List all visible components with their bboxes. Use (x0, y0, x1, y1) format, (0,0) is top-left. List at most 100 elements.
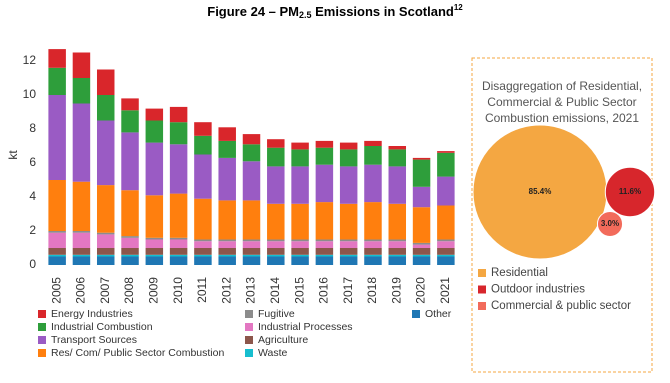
bar-segment (339, 166, 358, 204)
legend-swatch (478, 269, 486, 277)
bar-segment (194, 256, 212, 265)
bar-segment (315, 248, 334, 255)
bubble (604, 166, 656, 218)
bar-segment (388, 149, 407, 167)
bar-segment (72, 248, 91, 255)
bar-segment (194, 239, 212, 242)
bar-segment (218, 241, 236, 248)
bar-segment (72, 52, 91, 78)
bar-segment (242, 200, 261, 240)
title-part: 2.5 (299, 10, 312, 20)
bar-segment (194, 241, 212, 248)
legend-label: Agriculture (258, 334, 308, 346)
bar-segment (218, 256, 236, 265)
y-tick-label: 2 (29, 223, 36, 237)
x-tick-label: 2005 (49, 277, 63, 304)
bar-segment (364, 256, 382, 265)
y-tick-label: 12 (23, 53, 37, 67)
legend-swatch (245, 349, 253, 357)
bar-segment (121, 132, 139, 191)
bar-segment (72, 78, 91, 104)
bar-segment (242, 239, 261, 242)
bar-segment (267, 239, 285, 242)
bubble (596, 210, 624, 238)
bar-segment (364, 146, 382, 165)
data-label: 11.6% (619, 187, 641, 196)
legend-swatch (245, 336, 253, 344)
bar-segment (169, 237, 188, 240)
legend-swatch (38, 310, 46, 318)
bar-segment (218, 157, 236, 201)
bar-segment (291, 142, 309, 150)
bar-segment (388, 239, 407, 242)
x-tick-label: 2020 (414, 277, 428, 304)
bar-segment (48, 232, 66, 248)
y-tick-label: 6 (29, 155, 36, 169)
bar-segment (412, 186, 431, 208)
bar-segment (315, 202, 334, 240)
x-tick-label: 2014 (268, 277, 282, 304)
bar-segment (72, 181, 91, 231)
bar-segment (121, 256, 139, 265)
title-part: Figure 24 – PM (207, 4, 299, 19)
bar-segment (121, 237, 139, 248)
bar-segment (267, 241, 285, 248)
bar-segment (145, 108, 164, 121)
x-tick-label: 2013 (244, 277, 258, 304)
bar-segment (72, 103, 91, 182)
legend-label: Transport Sources (51, 334, 137, 346)
bar-segment (291, 166, 309, 204)
legend-label: Industrial Combustion (51, 321, 153, 333)
x-tick-label: 2019 (389, 277, 403, 304)
title-part: 12 (454, 3, 463, 12)
legend-swatch (38, 323, 46, 331)
legend-swatch (478, 285, 486, 294)
bar-segment (315, 239, 334, 242)
bar-segment (96, 248, 115, 255)
x-tick-label: 2018 (365, 277, 379, 304)
legend-label: Fugitive (258, 308, 295, 320)
bar-segment (437, 241, 455, 248)
chart-title: Figure 24 – PM2.5 Emissions in Scotland1… (207, 3, 463, 20)
bar-segment (48, 256, 66, 265)
bar-segment (242, 134, 261, 145)
bar-segment (194, 254, 212, 257)
bar-segment (121, 236, 139, 238)
bar-segment (96, 95, 115, 121)
x-tick-label: 2012 (219, 277, 233, 304)
data-label: 85.4% (529, 187, 552, 196)
bar-segment (291, 149, 309, 167)
bar-segment (339, 142, 358, 150)
bar-segment (315, 147, 334, 165)
bar-segment (169, 193, 188, 238)
bar-segment (72, 256, 91, 265)
legend-label: Res/ Com/ Public Sector Combustion (51, 347, 224, 359)
bar-segment (72, 254, 91, 257)
bar-segment (169, 248, 188, 255)
bar-segment (339, 254, 358, 257)
title-part: Emissions in Scotland (312, 4, 454, 19)
bubble-title: Disaggregation of Residential, Commercia… (481, 79, 643, 125)
bar-segment (242, 254, 261, 257)
bar-segment (145, 256, 164, 265)
bar-segment (242, 144, 261, 162)
bar-segment (194, 154, 212, 199)
bar-segment (291, 203, 309, 240)
x-tick-label: 2010 (171, 277, 185, 304)
bar-segment (437, 176, 455, 206)
bar-segment (218, 140, 236, 158)
bar-segment (145, 239, 164, 248)
bar-segment (48, 49, 66, 68)
bar-segment (291, 256, 309, 265)
bar-segment (121, 254, 139, 257)
bar-segment (242, 248, 261, 255)
bar-segment (96, 254, 115, 257)
bar-segment (218, 248, 236, 255)
x-tick-label: 2011 (195, 277, 209, 303)
bar-segment (242, 241, 261, 248)
bar-segment (412, 159, 431, 187)
bar-segment (437, 254, 455, 257)
bar-segment (169, 239, 188, 248)
bar-segment (364, 241, 382, 248)
